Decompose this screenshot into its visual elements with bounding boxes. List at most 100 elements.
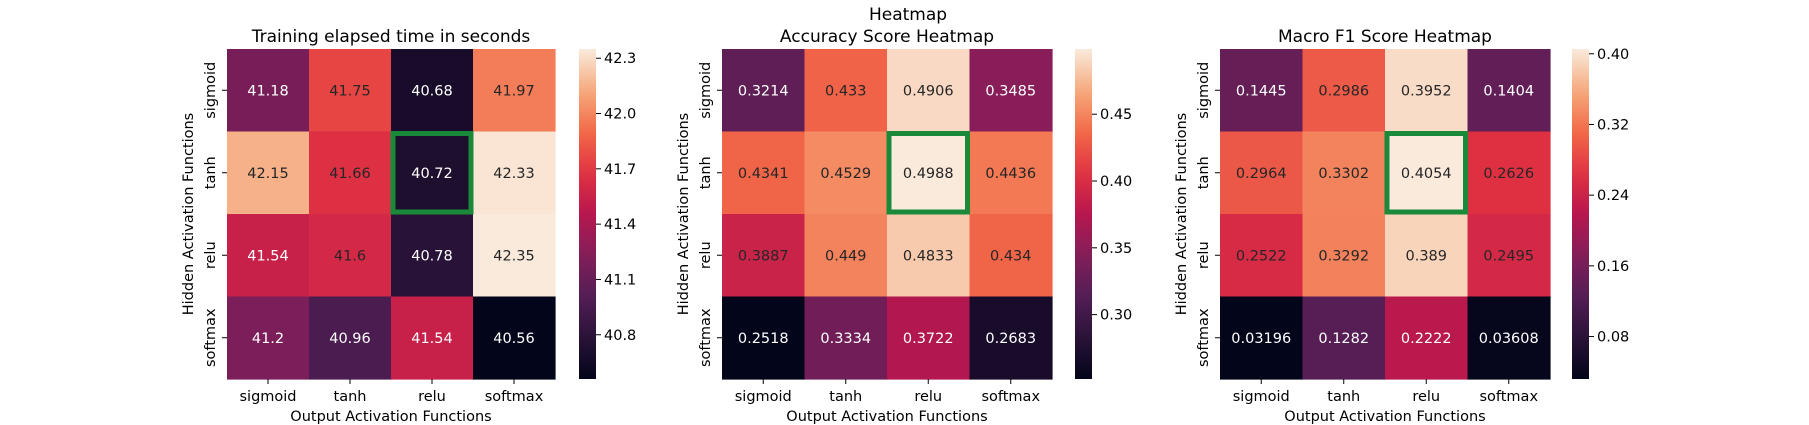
x-tick-label: relu (418, 389, 446, 405)
cell-value-label: 0.3952 (1401, 83, 1452, 99)
heatmap-cell (969, 49, 1053, 133)
cell-value-label: 42.33 (493, 166, 535, 182)
cell-value-label: 0.1445 (1236, 83, 1287, 99)
colorbar (579, 49, 596, 379)
colorbar-tick-label: 0.32 (1597, 117, 1629, 133)
x-tick-label: sigmoid (1233, 389, 1290, 405)
colorbar-tick-label: 40.8 (604, 328, 636, 344)
heatmap-cell (887, 214, 971, 298)
y-tick-label: sigmoid (203, 62, 219, 119)
chart-title: Accuracy Score Heatmap (780, 27, 994, 47)
heatmap-cell (1385, 296, 1469, 380)
cell-value-label: 0.3334 (820, 331, 871, 347)
heatmap-cell (227, 49, 310, 133)
heatmap-cell (473, 131, 556, 215)
cell-value-label: 0.4529 (820, 166, 871, 182)
cell-value-label: 0.2522 (1236, 248, 1287, 264)
cell-value-label: 0.2222 (1401, 331, 1452, 347)
heatmap-cell (309, 296, 392, 380)
cell-value-label: 40.78 (411, 248, 453, 264)
cell-value-label: 0.03608 (1479, 331, 1539, 347)
highlight-box (1384, 131, 1468, 215)
cell-value-label: 0.1282 (1318, 331, 1369, 347)
y-axis-label: Hidden Activation Functions (1174, 113, 1190, 316)
cell-value-label: 0.4988 (903, 166, 954, 182)
cell-value-label: 41.6 (334, 248, 366, 264)
heatmap-cell (1220, 49, 1304, 133)
heatmap-cell (969, 296, 1053, 380)
cell-value-label: 0.3302 (1318, 166, 1369, 182)
y-tick-label: softmax (698, 308, 714, 367)
colorbar-tick-label: 42.0 (604, 107, 636, 123)
y-tick-label: relu (698, 241, 714, 269)
heatmap-cell (309, 49, 392, 133)
heatmap-cell (1302, 214, 1386, 298)
heatmap-cell (309, 214, 392, 298)
figure-title: Heatmap (869, 5, 947, 25)
colorbar-tick-label: 0.35 (1100, 241, 1132, 257)
heatmap-cell (887, 131, 971, 215)
colorbar-tick-label: 0.40 (1100, 174, 1132, 190)
heatmap-cell (804, 131, 888, 215)
cell-value-label: 0.2495 (1483, 248, 1534, 264)
heatmap-cell (969, 214, 1053, 298)
heatmap-cell (722, 49, 806, 133)
x-axis-label: Output Activation Functions (786, 409, 987, 425)
x-tick-label: relu (914, 389, 942, 405)
cell-value-label: 0.433 (825, 83, 867, 99)
y-tick-label: relu (203, 241, 219, 269)
cell-value-label: 40.56 (493, 331, 535, 347)
heatmap-cell (1220, 296, 1304, 380)
y-tick-label: sigmoid (1196, 62, 1212, 119)
cell-value-label: 0.2518 (738, 331, 789, 347)
heatmap-3: Macro F1 Score Heatmap 0.1445 0.2986 0.3952… (1174, 27, 1629, 425)
cell-value-label: 41.18 (247, 83, 289, 99)
y-axis-label: Hidden Activation Functions (181, 113, 197, 316)
heatmap-cell (1467, 214, 1551, 298)
x-tick-label: softmax (485, 389, 544, 405)
cell-value-label: 0.3722 (903, 331, 954, 347)
cell-value-label: 41.2 (252, 331, 284, 347)
y-tick-label: tanh (203, 156, 219, 189)
colorbar-tick-label: 0.40 (1597, 47, 1629, 63)
cell-value-label: 0.4341 (738, 166, 789, 182)
colorbar-tick-label: 0.45 (1100, 107, 1132, 123)
heatmap-cell (227, 296, 310, 380)
heatmap-cell (722, 214, 806, 298)
heatmap-cell (391, 131, 474, 215)
x-tick-label: tanh (334, 389, 367, 405)
cell-value-label: 41.97 (493, 83, 535, 99)
cell-value-label: 42.15 (247, 166, 289, 182)
cell-value-label: 40.72 (411, 166, 453, 182)
cell-value-label: 41.54 (411, 331, 453, 347)
heatmap-cell (473, 214, 556, 298)
y-tick-label: softmax (1196, 308, 1212, 367)
heatmap-cell (887, 49, 971, 133)
heatmap-cell (804, 214, 888, 298)
heatmap-cell (722, 296, 806, 380)
colorbar-tick-label: 0.30 (1100, 308, 1132, 324)
highlight-box (390, 131, 474, 215)
cell-value-label: 0.4833 (903, 248, 954, 264)
cell-value-label: 41.75 (329, 83, 371, 99)
cell-value-label: 0.2626 (1483, 166, 1534, 182)
colorbar-tick-label: 41.4 (604, 217, 636, 233)
y-axis-label: Hidden Activation Functions (676, 113, 692, 316)
colorbar-tick-label: 41.7 (604, 162, 636, 178)
y-tick-label: tanh (698, 156, 714, 189)
cell-value-label: 42.35 (493, 248, 535, 264)
cell-value-label: 0.3485 (985, 83, 1036, 99)
heatmap-cell (804, 296, 888, 380)
heatmap-cell (1302, 131, 1386, 215)
cell-value-label: 0.2964 (1236, 166, 1287, 182)
x-tick-label: sigmoid (239, 389, 296, 405)
heatmap-cell (887, 296, 971, 380)
heatmap-cell (1467, 49, 1551, 133)
cell-value-label: 40.68 (411, 83, 453, 99)
colorbar-tick-label: 0.24 (1597, 188, 1629, 204)
chart-title: Macro F1 Score Heatmap (1278, 27, 1492, 47)
cell-value-label: 0.03196 (1231, 331, 1291, 347)
y-tick-label: relu (1196, 241, 1212, 269)
colorbar-tick-label: 0.16 (1597, 259, 1629, 275)
